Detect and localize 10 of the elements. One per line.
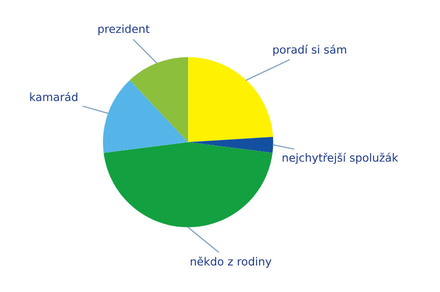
slice-label: kamarád [30,92,78,102]
pie-slice [188,136,274,153]
pie-slice [102,80,188,153]
slice-label: poradí si sám [273,44,346,56]
slice-label: někdo z rodiny [190,256,272,268]
slice-label: prezident [98,24,150,36]
pie-slice [188,57,274,142]
slice-label: nejchytřejší spolužák [282,152,398,164]
pie-slice [130,57,188,142]
pie-slice [104,142,273,228]
